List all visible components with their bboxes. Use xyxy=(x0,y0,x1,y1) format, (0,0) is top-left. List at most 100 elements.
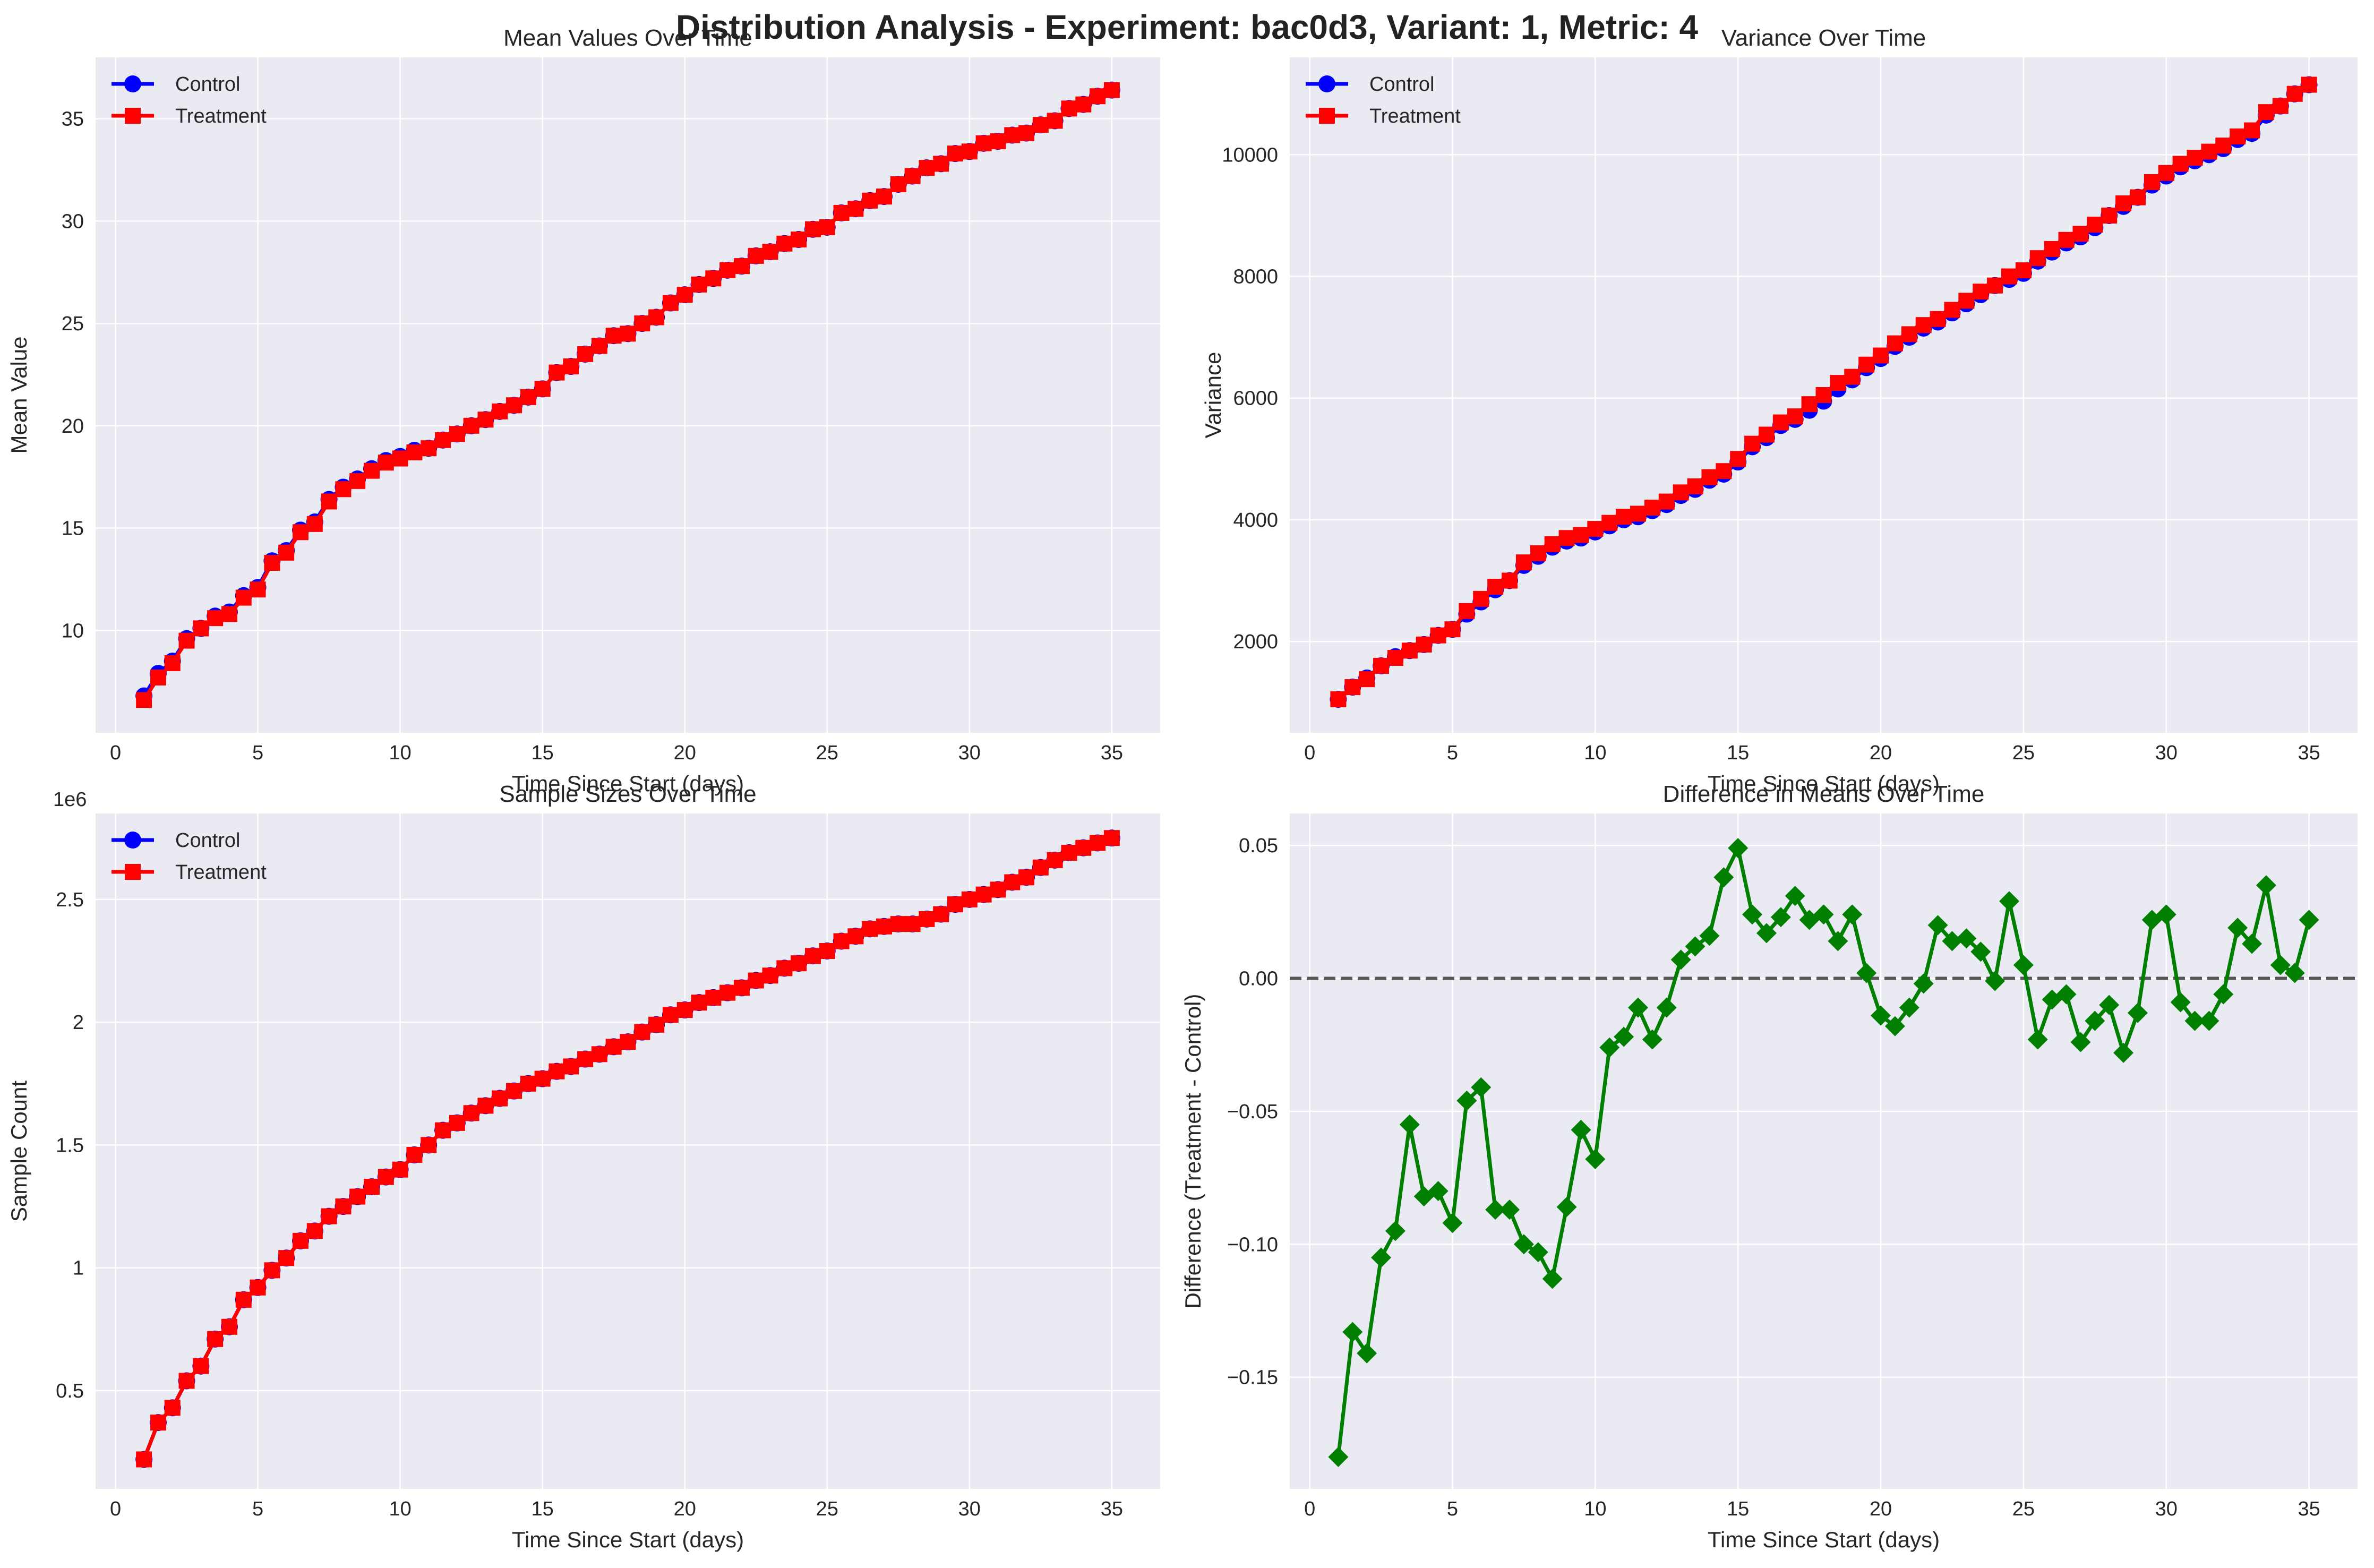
data-point xyxy=(150,1415,166,1431)
figure-title: Distribution Analysis - Experiment: bac0… xyxy=(675,8,1699,46)
x-tick-label: 15 xyxy=(1727,1498,1749,1520)
y-tick-label: 8000 xyxy=(1233,266,1278,288)
chart-title: Variance Over Time xyxy=(1721,25,1926,51)
data-point xyxy=(1915,317,1932,333)
data-point xyxy=(1542,1269,1563,1289)
data-point xyxy=(292,1232,308,1249)
data-point xyxy=(2270,955,2291,975)
data-point xyxy=(705,270,722,287)
data-point xyxy=(947,896,964,913)
data-point xyxy=(648,1016,665,1033)
data-point xyxy=(520,389,536,405)
data-point xyxy=(591,1046,607,1063)
data-point xyxy=(904,916,921,932)
data-point xyxy=(506,397,522,414)
data-point xyxy=(1473,590,1489,607)
data-point xyxy=(1530,545,1546,561)
data-point xyxy=(1970,941,1991,962)
data-point xyxy=(2215,138,2232,154)
data-point xyxy=(1328,1446,1349,1467)
y-tick-label: 6000 xyxy=(1233,388,1278,410)
plot-area xyxy=(96,813,1160,1489)
data-point xyxy=(534,381,551,397)
data-point xyxy=(548,364,565,381)
x-tick-label: 35 xyxy=(2298,1498,2320,1520)
data-point xyxy=(776,960,793,976)
y-tick-label: 30 xyxy=(62,210,84,233)
x-axis-label: Time Since Start (days) xyxy=(1708,1527,1940,1552)
data-point xyxy=(1032,859,1049,876)
data-point xyxy=(136,1451,152,1468)
x-tick-label: 35 xyxy=(2298,742,2320,764)
legend-label: Control xyxy=(1369,73,1435,96)
legend-marker xyxy=(125,108,141,124)
data-point xyxy=(1742,904,1763,925)
data-point xyxy=(961,891,978,907)
data-point xyxy=(1828,931,1848,952)
data-point xyxy=(2187,150,2203,166)
data-point xyxy=(733,258,750,275)
data-point xyxy=(1830,375,1846,391)
data-point xyxy=(349,473,366,489)
x-tick-label: 10 xyxy=(1584,1498,1606,1520)
data-point xyxy=(250,1279,266,1296)
data-point xyxy=(421,440,437,457)
data-point xyxy=(1901,326,1917,342)
data-point xyxy=(477,1098,494,1114)
data-point xyxy=(364,1179,380,1195)
legend-label: Control xyxy=(175,73,241,96)
data-point xyxy=(563,358,579,375)
data-point xyxy=(1401,642,1418,659)
data-point xyxy=(1344,679,1361,696)
data-point xyxy=(890,916,906,932)
y-tick-label: 2000 xyxy=(1233,631,1278,653)
data-point xyxy=(1913,973,1934,994)
data-point xyxy=(1670,949,1691,970)
data-point xyxy=(1075,839,1092,856)
data-point xyxy=(1428,1181,1449,1202)
data-point xyxy=(2244,122,2260,139)
data-point xyxy=(2230,128,2246,144)
data-point xyxy=(2284,963,2305,983)
x-tick-label: 5 xyxy=(252,1498,263,1520)
data-point xyxy=(719,984,736,1001)
data-point xyxy=(449,1115,465,1131)
data-point xyxy=(1999,891,2020,912)
chart-panel-2: 0 5 10 15 20 25 30 35 2000 4000 6000 8000 10000 Varia… xyxy=(1201,25,2358,796)
data-point xyxy=(193,620,209,637)
data-point xyxy=(1585,1149,1606,1170)
data-point xyxy=(264,1262,280,1279)
data-point xyxy=(492,1090,508,1107)
data-point xyxy=(1342,1322,1363,1342)
data-point xyxy=(791,955,807,972)
data-point xyxy=(2158,165,2174,181)
data-point xyxy=(1785,886,1805,906)
series-difference xyxy=(1328,838,2319,1467)
data-point xyxy=(1090,835,1106,851)
data-point xyxy=(990,133,1006,150)
data-point xyxy=(1061,845,1077,861)
data-point xyxy=(819,943,835,959)
data-point xyxy=(1815,387,1832,403)
data-point xyxy=(648,309,665,325)
data-point xyxy=(1371,1247,1392,1268)
x-tick-label: 0 xyxy=(1304,742,1315,764)
data-point xyxy=(1956,928,1977,949)
data-point xyxy=(1842,904,1863,925)
data-point xyxy=(449,426,465,442)
data-point xyxy=(221,606,237,622)
data-point xyxy=(1656,997,1677,1018)
data-point xyxy=(292,524,308,541)
legend: Control Treatment xyxy=(112,73,267,127)
data-point xyxy=(634,1024,650,1040)
data-point xyxy=(1373,657,1390,674)
data-point xyxy=(1330,691,1347,707)
data-point xyxy=(349,1188,366,1205)
data-point xyxy=(2213,984,2234,1005)
y-tick-label: 10 xyxy=(62,620,84,642)
x-tick-label: 35 xyxy=(1101,742,1123,764)
data-point xyxy=(2258,104,2274,121)
x-tick-label: 15 xyxy=(532,1498,554,1520)
data-point xyxy=(591,338,607,354)
data-point xyxy=(321,1208,337,1224)
